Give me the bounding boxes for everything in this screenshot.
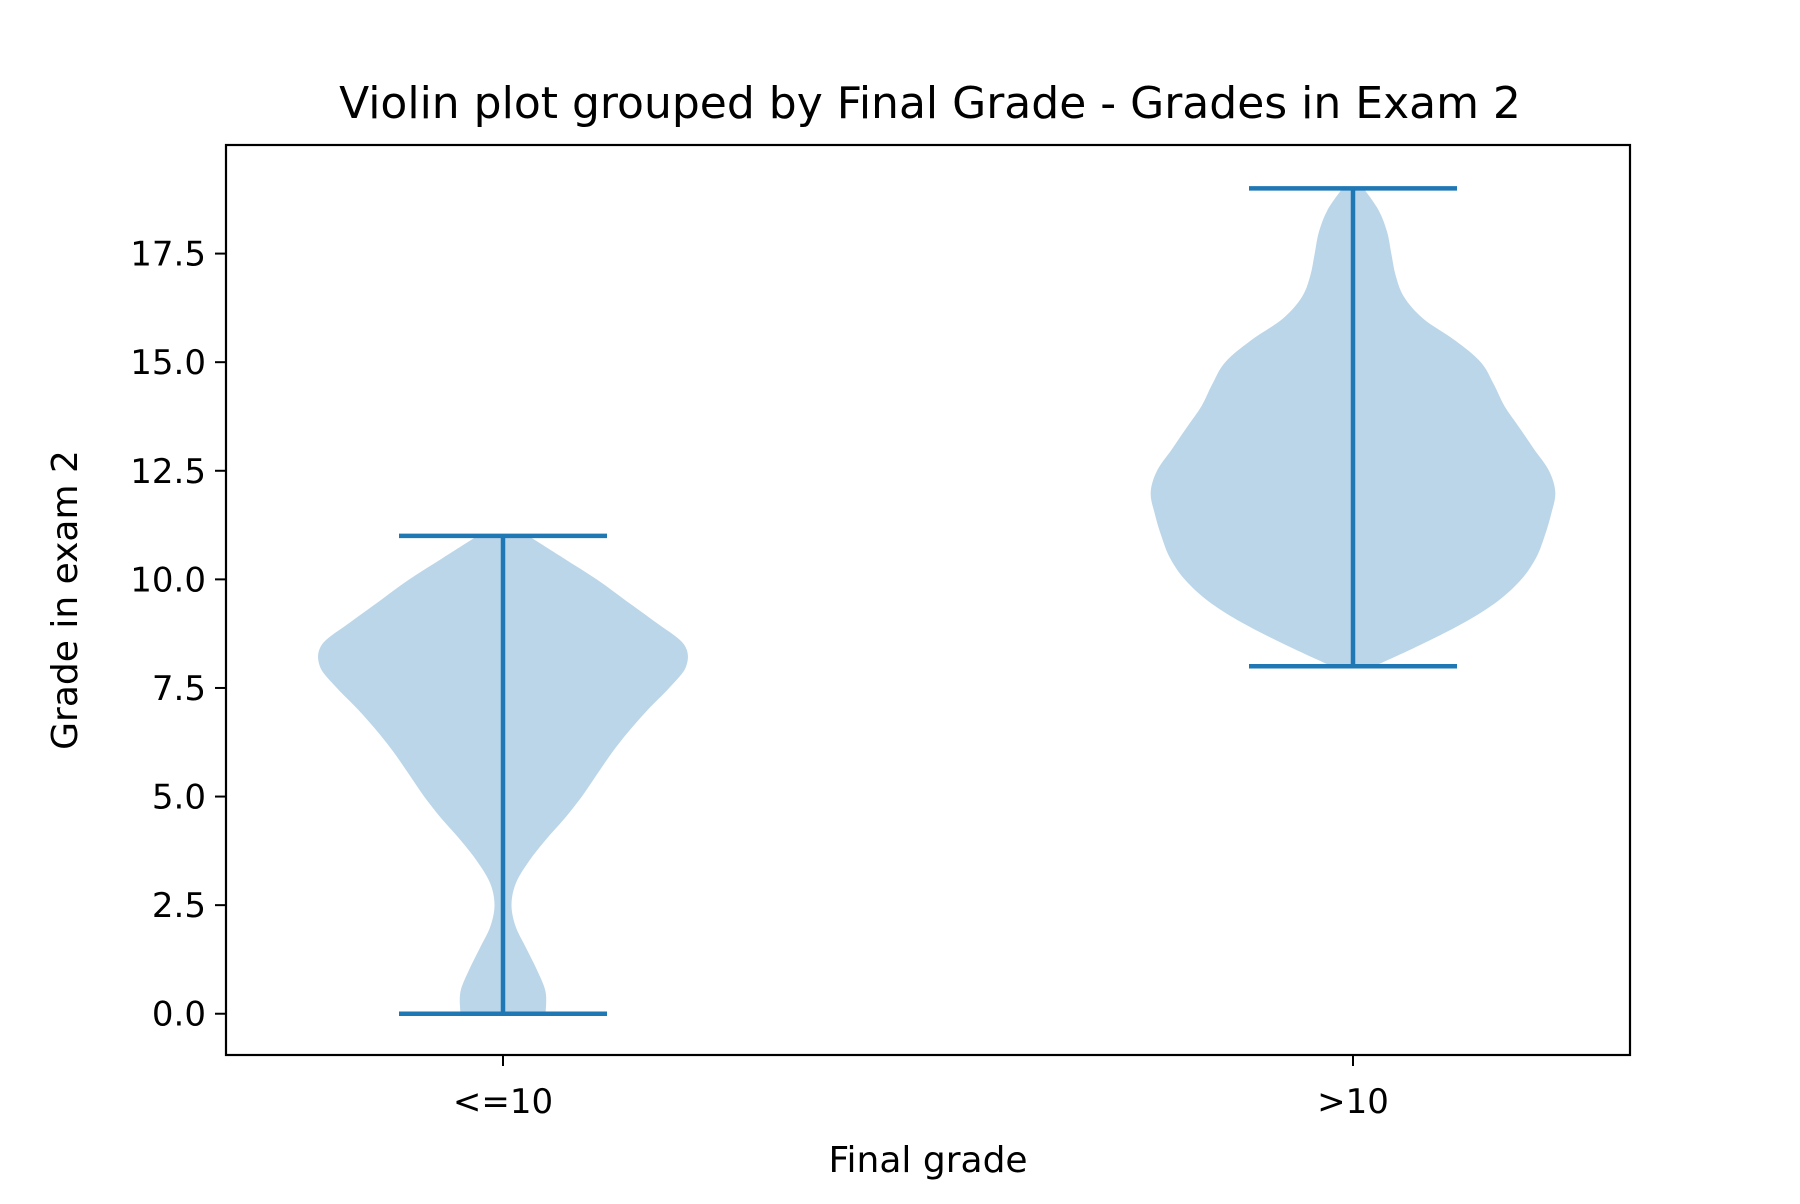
x-tick-label: <=10 [453, 1082, 553, 1122]
axes-frame [224, 143, 1632, 1057]
x-axis-label: Final grade [828, 1140, 1027, 1181]
y-tick-label: 17.5 [130, 235, 206, 275]
y-tick-label: 12.5 [130, 452, 206, 492]
y-tick-label: 7.5 [152, 669, 206, 709]
x-tick-label: >10 [1317, 1082, 1389, 1122]
y-tick-label: 5.0 [152, 778, 206, 818]
y-tick-label: 10.0 [130, 560, 206, 600]
y-axis: 0.0 2.5 5.0 7.5 10.0 12.5 15.0 17.5 [130, 235, 226, 1035]
chart-title: Violin plot grouped by Final Grade - Gra… [339, 78, 1521, 129]
plot-area [318, 186, 1556, 1016]
y-tick-label: 0.0 [152, 995, 206, 1035]
y-axis-label: Grade in exam 2 [45, 450, 86, 750]
y-tick-label: 2.5 [152, 886, 206, 926]
x-axis: <=10 >10 [453, 1055, 1389, 1122]
y-tick-label: 15.0 [130, 343, 206, 383]
